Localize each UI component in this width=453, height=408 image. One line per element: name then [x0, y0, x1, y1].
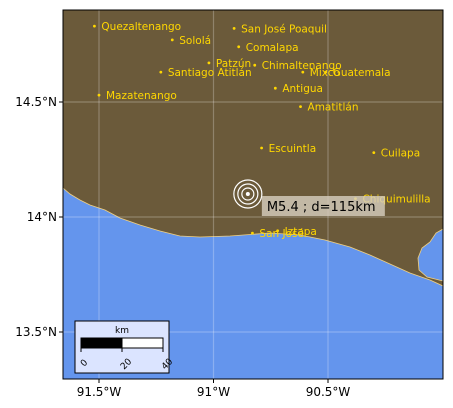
x-tick-label: 91.5°W — [77, 385, 122, 399]
y-tick-label: 14°N — [27, 210, 57, 224]
y-tick-label: 14.5°N — [15, 95, 57, 109]
x-tick-label: 90.5°W — [306, 385, 351, 399]
place-marker — [207, 61, 211, 65]
epicenter-ring — [241, 187, 255, 201]
place-label: Antigua — [282, 83, 323, 95]
x-tick-label: 91°W — [197, 385, 230, 399]
epicenter-dot — [245, 192, 250, 196]
map-frame — [62, 9, 444, 380]
y-axis: 14.5°N 14°N 13.5°N — [15, 95, 63, 339]
place-label: Escuintla — [269, 143, 317, 155]
place-label: Iztapa — [285, 226, 317, 238]
earthquake-event: M5.4 ; d=115km — [233, 179, 385, 216]
place-marker — [260, 146, 263, 150]
place-label: Comalapa — [246, 42, 299, 54]
place-marker — [253, 63, 257, 67]
epicenter-ring — [233, 179, 263, 209]
place-marker — [237, 45, 241, 49]
place-marker — [324, 70, 328, 74]
place-marker — [251, 231, 254, 235]
place-label: Cuilapa — [381, 148, 420, 160]
place-label: San José Poaquil — [241, 23, 327, 35]
place-label: San José — [259, 228, 304, 240]
place-marker — [276, 229, 280, 233]
place-marker — [372, 151, 376, 155]
place-label: Patzún — [216, 58, 251, 70]
y-tick-label: 13.5°N — [15, 325, 57, 339]
place-label: Quezaltenango — [101, 21, 181, 33]
x-axis: 91.5°W 91°W 90.5°W — [77, 379, 351, 399]
place-label: Amatitlán — [308, 102, 359, 114]
event-label: M5.4 ; d=115km — [267, 200, 376, 215]
place-marker — [97, 93, 101, 97]
coastline — [63, 187, 443, 287]
place-label: Mazatenango — [106, 90, 177, 102]
place-label: Sololá — [179, 35, 211, 47]
place-label: Santiago Atitlán — [168, 67, 252, 79]
place-marker — [299, 105, 302, 108]
place-marker — [273, 86, 277, 90]
place-marker — [170, 38, 174, 42]
place-label: Chimaltenango — [262, 60, 342, 72]
place-marker — [93, 24, 96, 28]
epicenter-ring — [237, 183, 259, 205]
scale-bar: km 0 20 40 — [74, 320, 175, 374]
coastal-lagoon — [417, 228, 443, 282]
place-marker — [301, 70, 305, 74]
scale-tick-0: 0 — [79, 358, 90, 369]
place-marker — [159, 70, 163, 74]
place-label: Guatemala — [333, 67, 391, 79]
scale-unit: km — [115, 326, 129, 336]
event-label-box — [261, 196, 385, 216]
place-layer: Quezaltenango Sololá San José Poaquil Comal… — [93, 21, 431, 240]
place-marker — [232, 27, 236, 30]
